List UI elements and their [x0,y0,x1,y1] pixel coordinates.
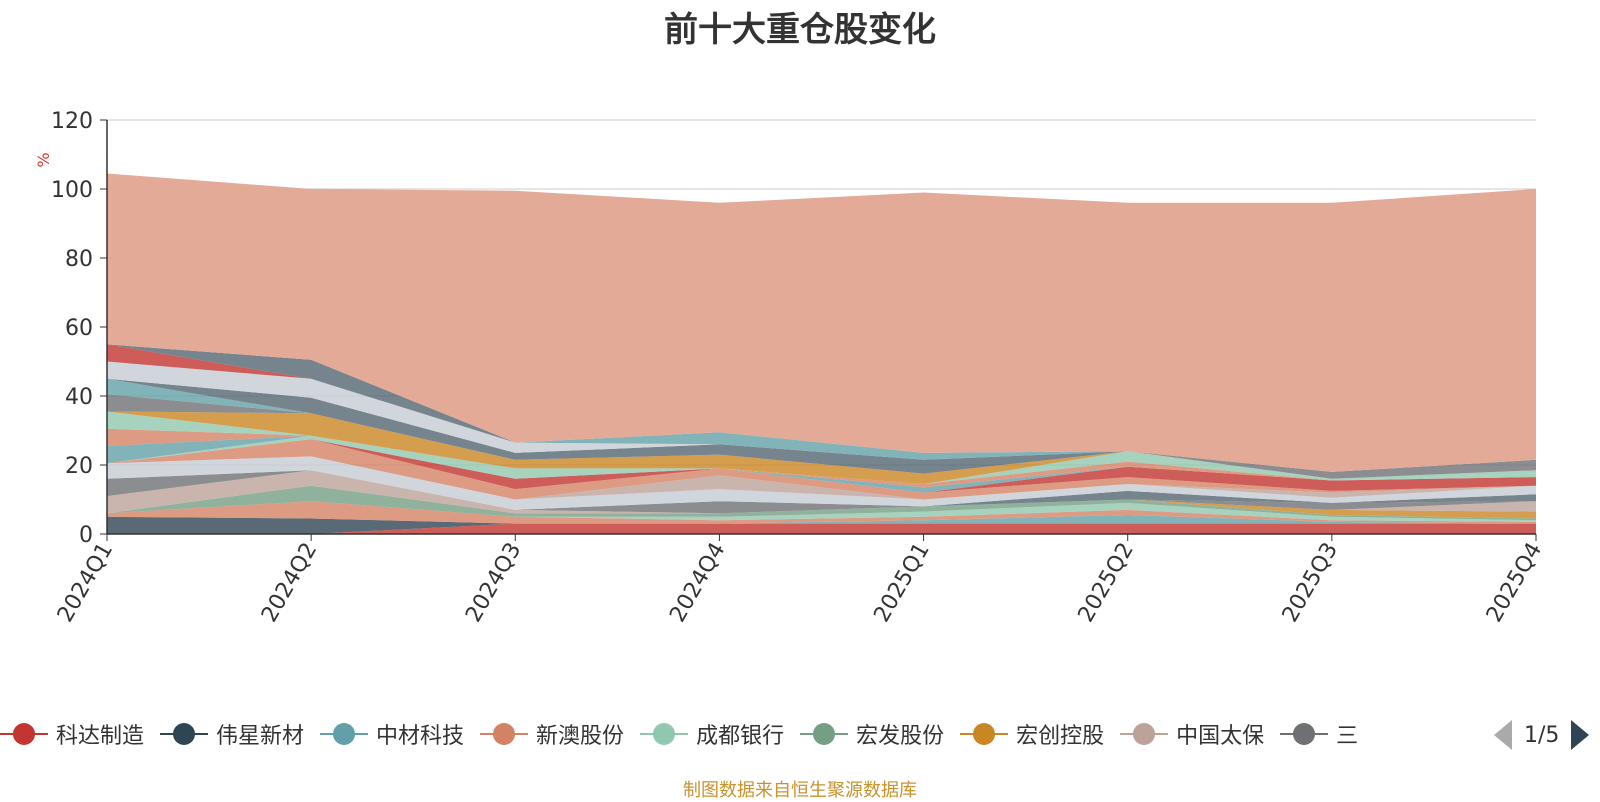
area-series-18[interactable] [107,411,1536,485]
legend-marker-icon [0,722,48,746]
legend-label: 科达制造 [56,724,145,749]
area-series-0[interactable] [107,523,1536,534]
y-tick-label: 20 [65,454,93,479]
y-tick-label: 100 [51,178,93,203]
x-tick-label: 2025Q4 [1482,539,1547,627]
area-series-2[interactable] [107,515,1536,524]
legend-marker-icon [160,722,209,746]
area-series-15[interactable] [107,435,1536,493]
y-tick-label: 60 [65,316,93,341]
y-tick-label: 40 [65,385,93,410]
area-series-17[interactable] [107,411,1536,485]
area-series-24[interactable] [107,344,1536,479]
x-tick-label: 2024Q4 [665,539,730,627]
x-tick-label: 2025Q2 [1074,539,1139,627]
area-series-7[interactable] [107,470,1536,514]
legend-label: 中材科技 [376,724,465,749]
area-series-13[interactable] [107,439,1536,493]
legend-prev-page-icon[interactable] [1494,720,1512,750]
area-series-10[interactable] [107,456,1536,510]
legend-item[interactable]: 科达制造 [0,712,144,756]
legend-marker-icon [960,722,1009,746]
x-tick-label: 2024Q1 [53,539,118,627]
area-series-25[interactable] [107,344,1536,479]
y-tick-label: 0 [79,523,93,548]
area-series-1[interactable] [107,516,1536,534]
legend-label: 三 [1336,724,1359,749]
area-series-8[interactable] [107,470,1536,514]
legend-item[interactable]: 伟星新材 [160,712,304,756]
y-axis-unit-label: % [34,152,53,167]
legend: 科达制造 伟星新材 中材科技 新澳股份 成都银行 宏发股份 宏创控股 中国太保 三 [0,712,1490,756]
legend-item[interactable]: 宏创控股 [960,712,1104,756]
legend-next-page-icon[interactable] [1571,720,1590,750]
legend-item[interactable]: 宏发股份 [800,712,944,756]
legend-marker-icon [640,722,689,746]
legend-label: 成都银行 [696,724,785,749]
area-series-4[interactable] [107,501,1536,522]
chart-title: 前十大重仓股变化 [664,10,936,50]
area-series-27[interactable] [107,173,1536,472]
area-series-group [107,173,1536,534]
area-series-11[interactable] [107,456,1536,500]
legend-item[interactable]: 三 [1280,712,1358,756]
legend-marker-icon [800,722,849,746]
legend-marker-icon [480,722,529,746]
legend-item[interactable]: 中国太保 [1120,712,1264,756]
area-series-5[interactable] [107,485,1536,521]
area-series-12[interactable] [107,439,1536,500]
legend-pager: 1/5 [1494,718,1590,752]
legend-item[interactable]: 新澳股份 [480,712,624,756]
area-series-9[interactable] [107,470,1536,510]
area-series-16[interactable] [107,428,1536,488]
legend-item[interactable]: 中材科技 [320,712,464,756]
data-source-note: 制图数据来自恒生聚源数据库 [683,780,917,801]
legend-item[interactable]: 成都银行 [640,712,784,756]
legend-marker-icon [1120,722,1169,746]
x-tick-label: 2025Q3 [1278,539,1343,627]
legend-label: 中国太保 [1176,724,1265,749]
y-tick-label: 80 [65,247,93,272]
x-tick-label: 2024Q3 [461,539,526,627]
area-series-6[interactable] [107,485,1536,519]
x-tick-label: 2025Q1 [869,539,934,627]
legend-label: 伟星新材 [216,724,305,749]
area-series-21[interactable] [107,378,1536,479]
legend-label: 宏创控股 [1016,724,1105,749]
legend-label: 新澳股份 [536,724,625,749]
legend-marker-icon [1280,722,1329,746]
legend-label: 宏发股份 [856,724,945,749]
x-tick-label: 2024Q2 [257,539,322,627]
legend-marker-icon [320,722,369,746]
area-chart: 0 20 40 60 80 100 120 2024Q1 2024Q2 2024Q3 2024Q4 2… [34,109,1547,627]
y-tick-label: 120 [51,109,93,134]
legend-page-indicator: 1/5 [1524,722,1560,748]
area-series-3[interactable] [107,501,1536,524]
